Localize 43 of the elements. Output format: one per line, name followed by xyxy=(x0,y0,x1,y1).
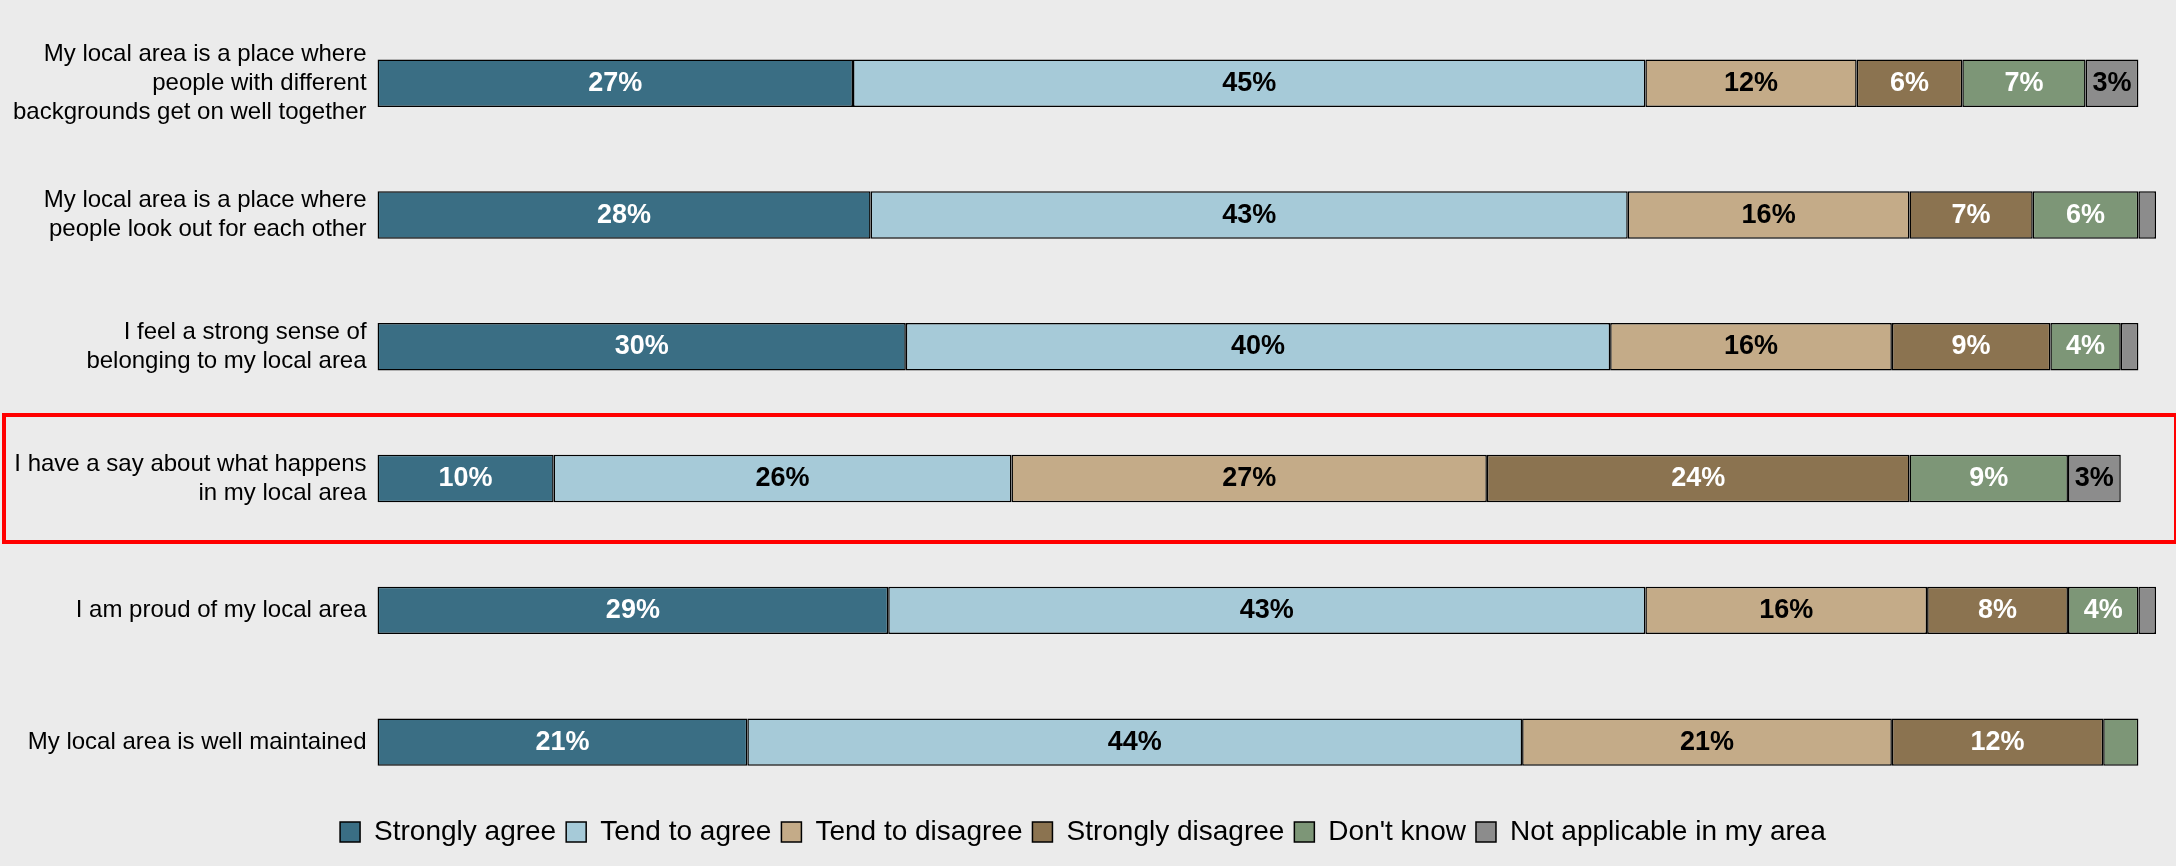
legend-label: Don't know xyxy=(1328,814,1467,846)
y-tick-label: My local area is well maintained xyxy=(27,726,367,754)
data-label: 16% xyxy=(1741,198,1796,229)
data-label: 7% xyxy=(2004,66,2044,97)
data-label: 9% xyxy=(1951,330,1991,361)
data-label: 24% xyxy=(1671,462,1726,493)
legend-label: Strongly disagree xyxy=(1066,814,1285,846)
legend-label: Tend to agree xyxy=(600,814,772,846)
data-label: 4% xyxy=(2066,330,2106,361)
data-label: 21% xyxy=(1679,725,1735,756)
data-label: 3% xyxy=(2074,462,2114,493)
data-label: 40% xyxy=(1230,330,1285,361)
y-tick-label: I feel a strong sense of belonging to my local area xyxy=(86,317,368,373)
data-label: 6% xyxy=(2066,198,2106,229)
data-label: 6% xyxy=(1889,66,1929,97)
y-tick-label: My local area is a place where people with different backgrounds get on well together xyxy=(12,39,367,124)
data-label: 30% xyxy=(614,330,669,361)
data-label: 44% xyxy=(1107,725,1162,756)
data-label: 45% xyxy=(1222,66,1277,97)
legend-label: Strongly agree xyxy=(374,814,557,846)
data-label: 10% xyxy=(438,462,493,493)
y-tick-label: My local area is a place where people look out for each other xyxy=(43,185,367,242)
data-label: 9% xyxy=(1969,462,2009,493)
data-label: 8% xyxy=(1978,593,2018,624)
data-label: 3% xyxy=(2092,66,2132,97)
data-label: 21% xyxy=(535,725,590,756)
data-label: 12% xyxy=(1970,725,2025,756)
data-label: 43% xyxy=(1239,593,1294,624)
y-tick-label: I am proud of my local area xyxy=(75,594,368,622)
data-label: 27% xyxy=(588,66,643,97)
data-label: 7% xyxy=(1951,198,1991,229)
data-label: 16% xyxy=(1759,593,1814,624)
legend-label: Not applicable in my area xyxy=(1509,814,1827,846)
legend-label: Tend to disagree xyxy=(815,814,1023,846)
data-label: 28% xyxy=(597,198,652,229)
data-label: 26% xyxy=(755,462,810,493)
data-label: 27% xyxy=(1222,462,1277,493)
data-label: 12% xyxy=(1723,66,1779,97)
y-tick-label: I have a say about what happens in my local area xyxy=(14,448,368,505)
data-label: 4% xyxy=(2083,593,2123,624)
data-label: 43% xyxy=(1222,198,1277,229)
data-label: 16% xyxy=(1723,330,1779,361)
data-label: 29% xyxy=(605,593,660,624)
